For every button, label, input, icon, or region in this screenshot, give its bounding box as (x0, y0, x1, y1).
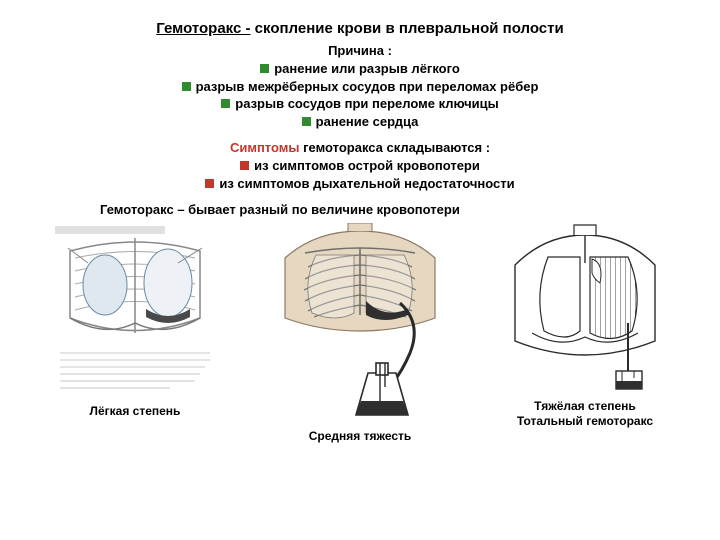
subline: Гемоторакс – бывает разный по величине к… (100, 202, 690, 217)
cause-item: ранение или разрыв лёгкого (30, 60, 690, 78)
cause-item: разрыв межрёберных сосудов при переломах… (30, 78, 690, 96)
page: Гемоторакс - скопление крови в плевральн… (0, 0, 720, 540)
symptom-item: из симптомов дыхательной недостаточности (30, 175, 690, 193)
cause-item: разрыв сосудов при переломе ключицы (30, 95, 690, 113)
bullet-icon (182, 82, 191, 91)
symptoms-highlight: Симптомы (230, 140, 300, 155)
figure-middle: Средняя тяжесть (250, 223, 470, 443)
figure-middle-caption: Средняя тяжесть (309, 429, 412, 443)
figure-left: Лёгкая степень (50, 223, 220, 418)
symptoms-heading: Симптомы гемоторакса складываются : (30, 140, 690, 155)
bullet-icon (240, 161, 249, 170)
causes-heading: Причина : (30, 43, 690, 58)
symptoms-list: из симптомов острой кровопотери из симпт… (30, 157, 690, 192)
diagram-mild-icon (50, 223, 220, 398)
bullet-icon (221, 99, 230, 108)
bullet-icon (205, 179, 214, 188)
bullet-icon (302, 117, 311, 126)
symptoms-rest: гемоторакса складываются : (300, 140, 491, 155)
figure-left-caption: Лёгкая степень (90, 404, 181, 418)
figure-right-caption: Тяжёлая степень Тотальный гемоторакс (517, 399, 653, 428)
bullet-icon (260, 64, 269, 73)
cause-item: ранение сердца (30, 113, 690, 131)
title-rest: скопление крови в плевральной полости (251, 20, 564, 37)
figures-row: Лёгкая степень (30, 223, 690, 443)
symptom-item: из симптомов острой кровопотери (30, 157, 690, 175)
title-underlined: Гемоторакс - (156, 20, 250, 37)
diagram-severe-icon (500, 223, 670, 393)
page-title: Гемоторакс - скопление крови в плевральн… (30, 20, 690, 37)
diagram-moderate-icon (250, 223, 470, 423)
figure-right: Тяжёлая степень Тотальный гемоторакс (500, 223, 670, 428)
causes-list: ранение или разрыв лёгкого разрыв межрёб… (30, 60, 690, 130)
